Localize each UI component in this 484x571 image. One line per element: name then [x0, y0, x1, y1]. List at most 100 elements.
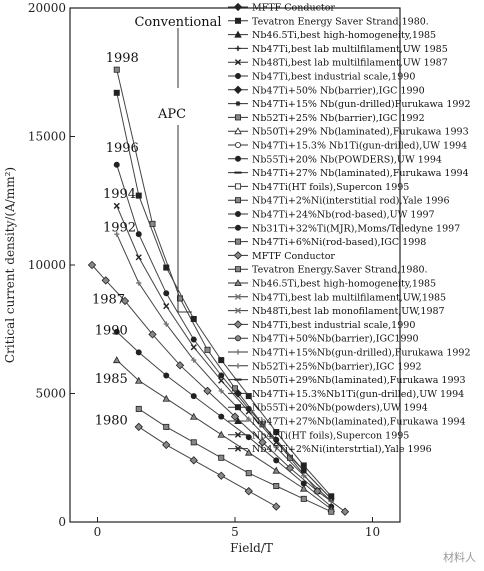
legend-label: Nb46.5Ti,best high-homogeneity,1985: [252, 279, 436, 290]
legend-label: Nb47Ti,best lab multilfilament,UW,1985: [252, 292, 446, 303]
data-point: [135, 192, 142, 199]
data-point: [301, 473, 307, 479]
legend-label: Nb47Ti,best industrial scale,1990: [252, 320, 415, 331]
conventional-label: Conventional: [134, 15, 221, 30]
legend-marker: [233, 320, 243, 329]
legend-marker: [234, 17, 241, 24]
data-point: [245, 408, 252, 415]
data-point: [163, 264, 170, 271]
legend-entry: Tevatron Energy Saver Strand,1980.: [228, 16, 429, 27]
data-point: [217, 471, 226, 480]
data-point: [245, 434, 252, 441]
legend-label: Nb47Ti(HT foils),Supercon 1995: [252, 182, 409, 193]
data-point: [273, 483, 280, 490]
data-point: [135, 231, 142, 238]
data-point: [113, 89, 120, 96]
legend-entry: Nb47Ti+2%Ni(interstitial rod),Yale 1996: [228, 196, 450, 207]
legend-label: Nb47Ti+15%Nb(gun-drilled),Furukawa 1992: [252, 348, 471, 359]
data-point: [218, 372, 225, 379]
data-point: [258, 438, 267, 447]
data-point: [163, 423, 170, 430]
legend-entry: Nb50Ti+29% Nb(laminated),Furukawa 1993: [228, 127, 469, 138]
legend-entry: Nb47Ti+27% Nb(laminated),Furukawa 1994: [228, 168, 469, 179]
data-point: [272, 466, 281, 474]
data-point: [299, 484, 308, 492]
data-point: [163, 372, 170, 379]
legend-entry: Nb47Ti(HT foils),Supercon 1995: [228, 430, 409, 441]
legend-entry: Nb48Ti,best lab multilfilament,UW 1987: [228, 58, 448, 69]
y-tick-label: 5000: [35, 387, 66, 401]
legend-marker: [234, 127, 242, 135]
data-point: [134, 422, 143, 432]
data-point: [190, 393, 197, 400]
legend-entry: Nb47Ti+50%Nb(barrier),IGC1990: [228, 334, 419, 345]
y-tick-label: 0: [58, 515, 66, 529]
legend-label: Nb47Ti+27% Nb(laminated),Furukawa 1994: [252, 168, 469, 179]
data-point: [163, 321, 169, 327]
legend-entry: Nb55Ti+20% Nb(POWDERS),UW 1994: [228, 154, 442, 165]
data-point: [190, 344, 197, 351]
legend-entry: Nb47Ti,best industrial scale,1990: [228, 320, 415, 331]
legend-label: Nb55Ti+20%Nb(powders),UW 1994: [252, 403, 428, 414]
apc-label: APC: [157, 107, 186, 122]
data-point: [340, 507, 350, 516]
legend-entry: Nb47Ti+15.3% Nb1Ti(gun-drilled),UW 1994: [228, 141, 467, 152]
data-point: [113, 328, 120, 335]
x-tick-label: 10: [365, 525, 380, 539]
legend-label: Nb47Ti+15.3%Nb1Ti(gun-drilled),UW 1994: [252, 389, 464, 400]
y-tick-label: 15000: [28, 130, 66, 144]
data-point: [203, 386, 212, 396]
y-axis-label: Critical current density/(A/mm²): [3, 167, 17, 363]
data-point: [191, 357, 197, 363]
data-point: [120, 296, 130, 306]
legend-marker: [234, 114, 241, 121]
legend-label: Tevatron Energy.Saver Strand,1980.: [252, 265, 428, 276]
legend-label: Nb47Ti,best lab multilfilament,UW 1985: [252, 44, 448, 55]
legend-label: Nb47Ti+6%Ni(rod-based),IGC 1998: [252, 237, 426, 248]
data-point: [148, 330, 157, 339]
legend-label: MFTF Conductor: [252, 251, 335, 262]
data-point: [204, 346, 211, 353]
legend-entry: Nb47Ti,best lab multilfilament,UW 1985: [228, 44, 448, 55]
x-tick-label: 0: [94, 525, 102, 539]
legend: MFTF Conductor Tevatron Energy Saver Stra…: [228, 3, 471, 455]
data-point: [135, 405, 142, 412]
legend-marker: [234, 183, 241, 190]
legend-entry: Nb46.5Ti,best high-homogeneity,1985: [228, 279, 436, 290]
legend-label: Nb47Ti+27%Nb(laminated),Furukawa 1994: [252, 417, 466, 428]
legend-marker: [235, 101, 241, 107]
data-point: [273, 429, 280, 436]
data-point: [218, 357, 225, 364]
legend-entry: Nb47Ti+15% Nb(gun-drilled)Furukawa 1992: [228, 99, 471, 110]
legend-marker: [234, 73, 241, 80]
data-point: [245, 470, 252, 477]
legend-entry: Nb46.5Ti,best high-homogeneity,1985: [228, 30, 436, 41]
legend-label: Nb47Ti(HT foils),Supercon 1995: [252, 430, 409, 441]
legend-marker: [233, 251, 243, 260]
legend-label: Nb48Ti,best lab multilfilament,UW 1987: [252, 58, 448, 69]
legend-marker: [235, 349, 241, 355]
legend-marker: [234, 266, 241, 273]
data-point: [190, 315, 197, 322]
x-axis-label: Field/T: [230, 541, 273, 555]
year-annotation: 1992: [103, 221, 136, 236]
legend-entry: Nb47Ti+15%Nb(gun-drilled),Furukawa 1992: [228, 348, 471, 359]
legend-entry: Nb47Ti,best lab multilfilament,UW,1985: [228, 292, 446, 303]
legend-marker: [234, 59, 242, 66]
legend-label: Nb48Ti,best lab monofilament,UW,1987: [252, 306, 445, 317]
y-tick-label: 20000: [28, 1, 66, 15]
data-point: [273, 439, 280, 446]
legend-entry: Nb47Ti+27%Nb(laminated),Furukawa 1994: [228, 417, 466, 428]
legend-entry: Nb55Ti+20%Nb(powders),UW 1994: [228, 403, 428, 414]
legend-label: Nb47Ti+2%Ni(interstitial rod),Yale 1996: [252, 196, 450, 207]
legend-entry: Nb47Ti+6%Ni(rod-based),IGC 1998: [228, 237, 426, 248]
legend-label: Nb46.5Ti,best high-homogeneity,1985: [252, 30, 436, 41]
year-annotation: 1996: [106, 141, 139, 156]
legend-label: Nb47Ti+50%Nb(barrier),IGC1990: [252, 334, 419, 345]
legend-marker: [234, 445, 242, 452]
data-point: [300, 462, 307, 469]
legend-marker: [234, 404, 241, 411]
legend-entry: Nb47Ti(HT foils),Supercon 1995: [228, 182, 409, 193]
legend-marker: [234, 307, 242, 314]
